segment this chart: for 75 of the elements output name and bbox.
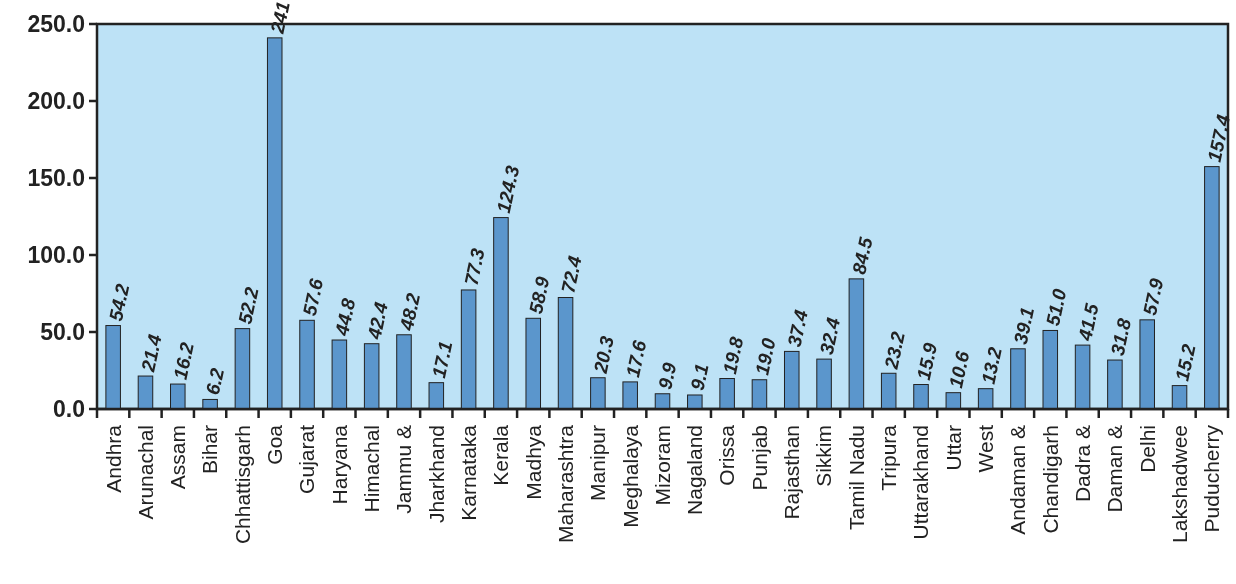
data-label: 72.4 [557,253,586,295]
x-tick-label: Nagaland [683,425,707,515]
x-tick-label: Karnataka [456,424,480,521]
data-label: 23.2 [880,329,909,372]
x-tick-label: Gujarat [295,424,319,494]
data-label: 48.2 [395,291,425,333]
data-label: 77.3 [460,246,489,288]
x-tick-label: Kerala [489,424,513,486]
data-label: 16.2 [169,340,198,382]
x-tick-label: Uttarakhand [909,425,933,540]
data-label: 31.8 [1106,316,1136,358]
data-label: 57.9 [1139,276,1168,318]
y-tick-label: 200.0 [27,88,85,115]
y-tick-label: 150.0 [27,165,85,192]
data-label: 44.8 [331,296,360,339]
y-tick-label: 50.0 [40,319,85,346]
x-tick-label: Sikkim [812,425,836,487]
data-label: 20.3 [589,333,619,376]
x-tick-label: Manipur [586,425,610,501]
data-label: 32.4 [815,315,845,357]
y-tick-label: 250.0 [27,11,85,38]
data-label: 17.1 [428,339,457,380]
x-tick-label: Bihar [198,425,222,475]
data-label: 52.2 [234,284,263,326]
data-label: 6.2 [201,366,229,397]
data-label: 13.2 [977,344,1006,386]
data-label: 58.9 [525,274,554,316]
x-tick-label: Tripura [877,424,901,491]
x-tick-label: West [973,424,997,473]
x-tick-label: Chandigarh [1038,425,1062,534]
data-label: 9.1 [686,361,713,393]
x-tick-label: Punjab [747,425,771,491]
x-tick-label: Tamil Nadu [844,425,868,531]
data-label: 19.0 [751,335,780,377]
x-tick-label: Assam [166,425,190,490]
data-label: 84.5 [848,235,877,277]
data-label: 41.5 [1074,301,1103,344]
x-tick-label: Mizoram [650,425,674,506]
data-label: 17.6 [622,338,651,380]
x-tick-label: Andhra [101,424,125,493]
x-tick-label: Lakshadwee [1167,425,1191,543]
data-label: 39.1 [1009,305,1039,346]
x-tick-label: Dadra & [1070,425,1094,503]
x-tick-label: Uttar [941,425,965,471]
data-label: 15.2 [1171,341,1200,383]
data-label: 157.4 [1203,112,1235,164]
data-label: 42.4 [363,299,392,342]
x-tick-label: Rajasthan [780,425,804,520]
data-label: 21.4 [137,332,166,375]
data-label: 37.4 [783,307,812,349]
x-tick-label: Orissa [715,424,739,486]
x-tick-label: Meghalaya [618,424,642,528]
data-label: 54.2 [105,281,134,323]
x-tick-label: Haryana [327,424,351,505]
y-tick-label: 0.0 [53,396,85,423]
data-label: 19.8 [719,334,748,376]
data-label: 10.6 [945,348,974,390]
x-tick-label: Jharkhand [424,425,448,524]
data-label: 57.6 [298,276,328,318]
y-tick-label: 100.0 [27,242,85,269]
x-tick-label: Andaman & [1006,425,1030,535]
x-tick-label: Jammu & [392,425,416,514]
x-tick-label: Himachal [360,425,384,513]
x-tick-label: Delhi [1135,425,1159,473]
x-tick-label: Madhya [521,424,545,500]
x-tick-label: Goa [263,424,287,465]
x-tick-label: Puducherry [1200,424,1224,533]
x-tick-label: Daman & [1103,425,1127,513]
data-label: 9.9 [654,360,681,391]
data-label: 124.3 [492,163,524,215]
data-label: 51.0 [1042,286,1071,328]
x-tick-label: Maharashtra [553,424,577,543]
data-label: 15.9 [912,340,942,382]
x-tick-label: Chhattisgarh [230,425,254,545]
x-tick-label: Arunachal [133,425,157,520]
